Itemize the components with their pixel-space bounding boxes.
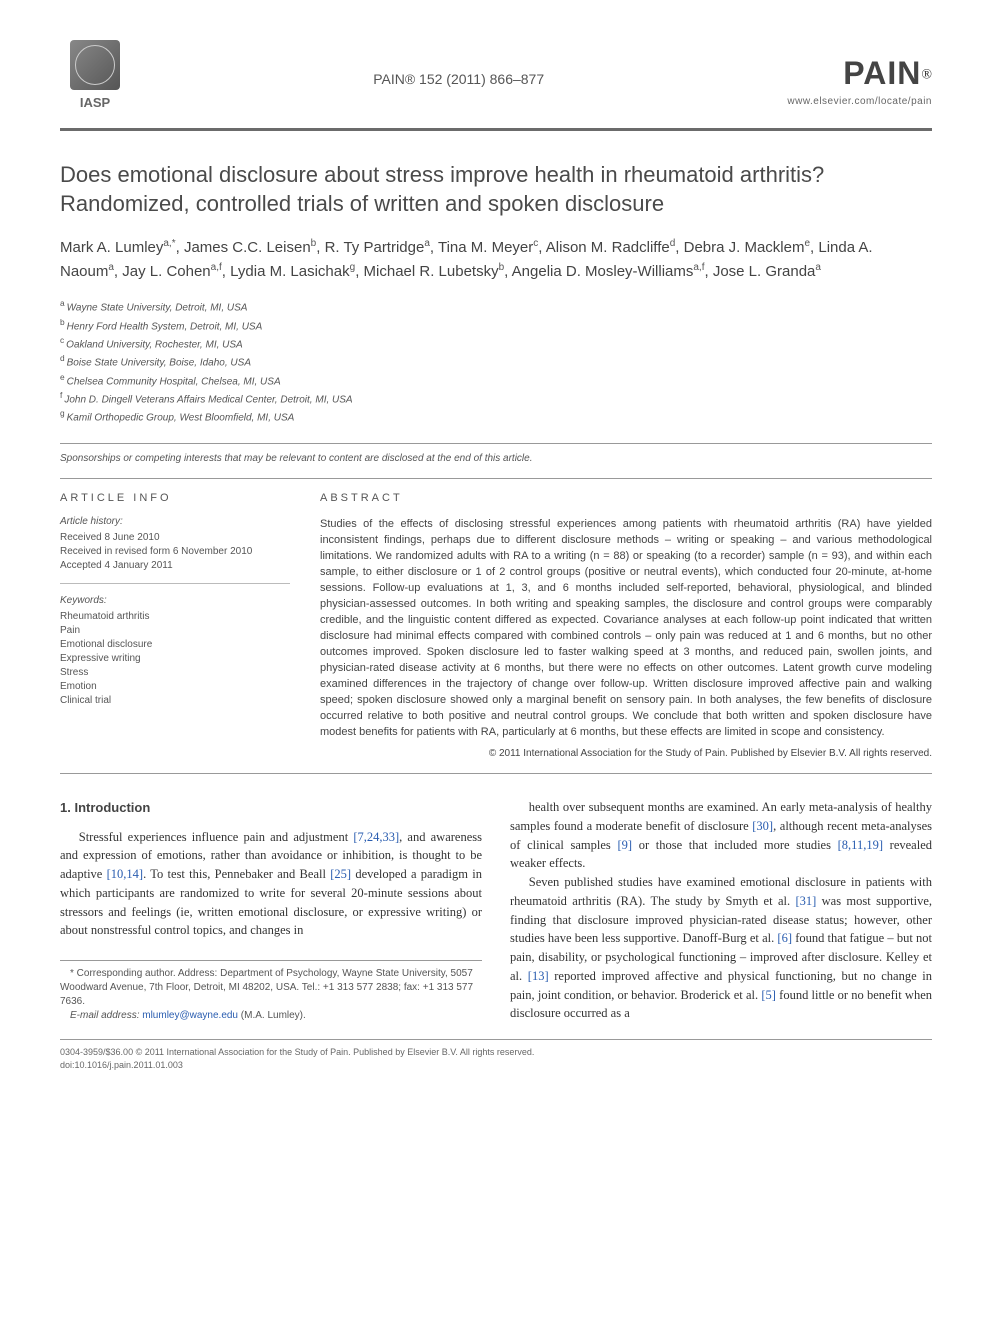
abstract-text: Studies of the effects of disclosing str…	[320, 517, 932, 740]
iasp-globe-icon	[70, 40, 120, 90]
pain-logo: PAIN® www.elsevier.com/locate/pain	[787, 51, 932, 110]
citation[interactable]: [31]	[795, 894, 816, 908]
history-line: Accepted 4 January 2011	[60, 559, 290, 573]
history-line: Received in revised form 6 November 2010	[60, 545, 290, 559]
abstract: ABSTRACT Studies of the effects of discl…	[320, 491, 932, 761]
email-link[interactable]: mlumley@wayne.edu	[142, 1010, 238, 1021]
intro-para-2: health over subsequent months are examin…	[510, 798, 932, 873]
journal-url[interactable]: www.elsevier.com/locate/pain	[787, 95, 932, 109]
affiliation: dBoise State University, Boise, Idaho, U…	[60, 352, 932, 370]
column-left: 1. Introduction Stressful experiences in…	[60, 798, 482, 1023]
info-abstract-block: ARTICLE INFO Article history: Received 8…	[60, 478, 932, 774]
article-info: ARTICLE INFO Article history: Received 8…	[60, 491, 290, 761]
keyword: Pain	[60, 624, 290, 638]
affiliation: fJohn D. Dingell Veterans Affairs Medica…	[60, 389, 932, 407]
page-footer: 0304-3959/$36.00 © 2011 International As…	[60, 1039, 932, 1071]
intro-para-3: Seven published studies have examined em…	[510, 873, 932, 1023]
sponsorship-note: Sponsorships or competing interests that…	[60, 443, 932, 466]
article-history-block: Article history: Received 8 June 2010Rec…	[60, 515, 290, 584]
pain-registered-icon: ®	[921, 67, 932, 82]
citation[interactable]: [25]	[330, 867, 351, 881]
email-label: E-mail address:	[70, 1010, 142, 1021]
citation[interactable]: [10,14]	[107, 867, 143, 881]
article-title: Does emotional disclosure about stress i…	[60, 161, 932, 218]
iasp-logo: IASP	[60, 40, 130, 120]
journal-header: IASP PAIN® 152 (2011) 866–877 PAIN® www.…	[60, 40, 932, 131]
abstract-copyright: © 2011 International Association for the…	[320, 747, 932, 762]
pain-logo-text: PAIN	[843, 55, 921, 91]
corresponding-author-block: * Corresponding author. Address: Departm…	[60, 960, 482, 1023]
intro-para-1: Stressful experiences influence pain and…	[60, 828, 482, 941]
affiliation: eChelsea Community Hospital, Chelsea, MI…	[60, 371, 932, 389]
keywords-block: Keywords: Rheumatoid arthritisPainEmotio…	[60, 594, 290, 718]
article-info-heading: ARTICLE INFO	[60, 491, 290, 506]
iasp-label: IASP	[80, 94, 110, 112]
citation[interactable]: [9]	[617, 838, 632, 852]
keyword: Expressive writing	[60, 652, 290, 666]
footer-copyright: 0304-3959/$36.00 © 2011 International As…	[60, 1046, 932, 1059]
body-columns: 1. Introduction Stressful experiences in…	[60, 798, 932, 1023]
keywords-label: Keywords:	[60, 594, 290, 608]
citation[interactable]: [13]	[528, 969, 549, 983]
history-line: Received 8 June 2010	[60, 531, 290, 545]
keyword: Clinical trial	[60, 694, 290, 708]
citation[interactable]: [5]	[761, 988, 776, 1002]
corresponding-text: Corresponding author. Address: Departmen…	[60, 968, 473, 1007]
citation[interactable]: [30]	[752, 819, 773, 833]
keyword: Emotion	[60, 680, 290, 694]
affiliation: gKamil Orthopedic Group, West Bloomfield…	[60, 407, 932, 425]
affiliations-list: aWayne State University, Detroit, MI, US…	[60, 297, 932, 425]
citation[interactable]: [6]	[777, 931, 792, 945]
history-label: Article history:	[60, 515, 290, 529]
keyword: Emotional disclosure	[60, 638, 290, 652]
keyword: Stress	[60, 666, 290, 680]
keyword: Rheumatoid arthritis	[60, 610, 290, 624]
footer-doi: doi:10.1016/j.pain.2011.01.003	[60, 1059, 932, 1072]
column-right: health over subsequent months are examin…	[510, 798, 932, 1023]
author-list: Mark A. Lumleya,*, James C.C. Leisenb, R…	[60, 236, 932, 283]
intro-heading: 1. Introduction	[60, 798, 482, 818]
affiliation: aWayne State University, Detroit, MI, US…	[60, 297, 932, 315]
affiliation: cOakland University, Rochester, MI, USA	[60, 334, 932, 352]
citation[interactable]: [7,24,33]	[353, 830, 399, 844]
affiliation: bHenry Ford Health System, Detroit, MI, …	[60, 316, 932, 334]
citation[interactable]: [8,11,19]	[838, 838, 883, 852]
journal-reference: PAIN® 152 (2011) 866–877	[130, 70, 787, 90]
abstract-heading: ABSTRACT	[320, 491, 932, 507]
